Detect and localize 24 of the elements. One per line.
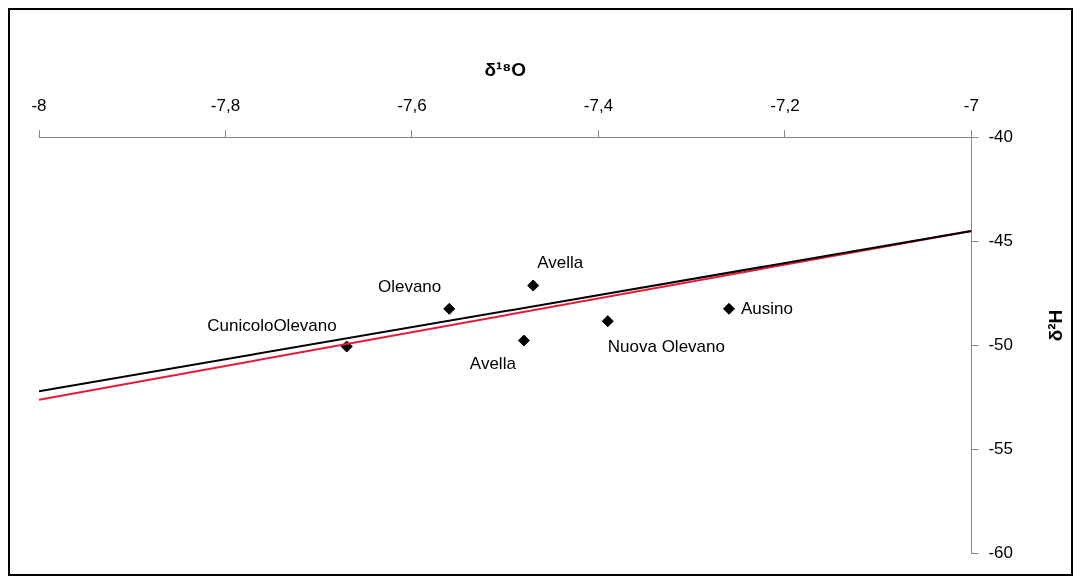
y-tick-label: -50 — [988, 335, 1014, 355]
annotation: Avella — [537, 253, 584, 273]
x-tick-label: -8 — [31, 95, 47, 115]
annotation: Olevano — [377, 276, 442, 296]
x-tick-label: -7,6 — [397, 95, 427, 115]
y-tick-label: -55 — [988, 439, 1014, 459]
point — [723, 302, 735, 315]
point — [527, 279, 540, 292]
annotation: Avella — [469, 354, 517, 374]
x-tick-label: -7 — [963, 95, 979, 115]
point — [517, 334, 530, 347]
x-tick-label: -7,8 — [210, 95, 241, 115]
point — [601, 315, 614, 328]
y-axis-title: δ²H — [1045, 309, 1067, 342]
annotation: CunicoloOlevano — [207, 316, 337, 336]
point — [443, 302, 456, 315]
annotation: Nuova Olevano — [607, 336, 725, 356]
x-tick-label: -7,2 — [770, 95, 800, 115]
x-axis-title: δ¹⁸O — [484, 58, 527, 80]
annotation: Ausino — [741, 298, 793, 318]
y-tick-label: -40 — [988, 126, 1014, 146]
y-tick-label: -45 — [988, 231, 1014, 251]
y-tick-label: -60 — [988, 543, 1014, 563]
x-tick-label: -7,4 — [583, 95, 614, 115]
